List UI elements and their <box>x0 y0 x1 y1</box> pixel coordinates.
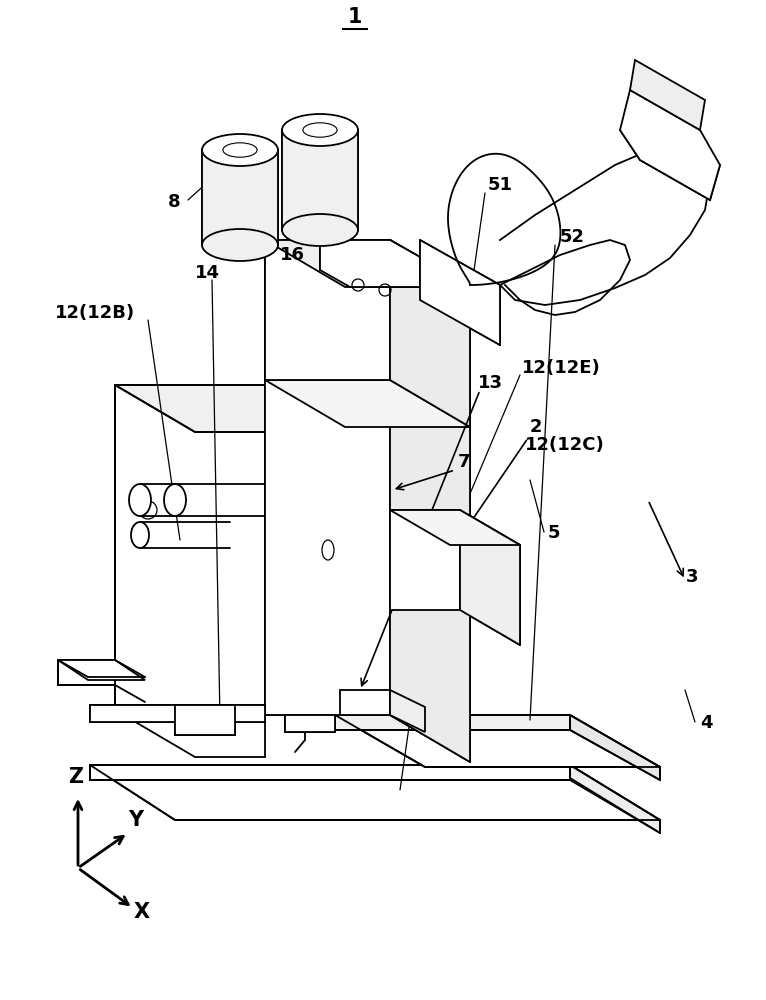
Text: 8: 8 <box>168 193 181 211</box>
Polygon shape <box>630 60 705 130</box>
Polygon shape <box>390 510 520 545</box>
Polygon shape <box>90 765 570 780</box>
Polygon shape <box>175 705 235 735</box>
Text: 12(12B): 12(12B) <box>55 304 135 322</box>
Ellipse shape <box>303 123 337 137</box>
Ellipse shape <box>131 522 149 548</box>
Text: 52: 52 <box>560 228 585 246</box>
Polygon shape <box>320 240 420 287</box>
Polygon shape <box>90 765 660 820</box>
Polygon shape <box>390 240 470 427</box>
Text: 17: 17 <box>256 230 281 248</box>
Ellipse shape <box>322 540 334 560</box>
Ellipse shape <box>202 134 278 166</box>
Text: Y: Y <box>129 810 143 830</box>
Polygon shape <box>115 385 265 710</box>
Polygon shape <box>620 90 720 200</box>
Text: X: X <box>134 902 150 922</box>
Polygon shape <box>390 690 425 732</box>
Text: 3: 3 <box>686 568 699 586</box>
Text: 1: 1 <box>348 7 362 27</box>
Polygon shape <box>340 690 390 715</box>
Text: 16: 16 <box>280 246 305 264</box>
Polygon shape <box>265 240 390 380</box>
Ellipse shape <box>223 143 257 157</box>
Polygon shape <box>265 380 470 427</box>
Ellipse shape <box>282 114 358 146</box>
Polygon shape <box>265 380 390 715</box>
Polygon shape <box>335 715 660 767</box>
Polygon shape <box>390 510 460 610</box>
Text: 51: 51 <box>488 176 513 194</box>
Text: 14: 14 <box>195 264 220 282</box>
Text: 5: 5 <box>548 524 561 542</box>
Ellipse shape <box>282 214 358 246</box>
Ellipse shape <box>164 484 186 516</box>
Polygon shape <box>265 240 470 287</box>
Polygon shape <box>335 715 570 730</box>
Polygon shape <box>285 715 335 732</box>
Polygon shape <box>570 765 660 833</box>
Polygon shape <box>58 660 145 680</box>
Polygon shape <box>570 715 660 780</box>
Polygon shape <box>390 380 470 762</box>
Text: Z: Z <box>68 767 83 787</box>
Text: 2: 2 <box>530 418 542 436</box>
Polygon shape <box>320 240 390 270</box>
Polygon shape <box>115 385 345 432</box>
Polygon shape <box>202 150 278 245</box>
Text: 12(12C): 12(12C) <box>525 436 604 454</box>
Text: 13: 13 <box>478 374 503 392</box>
Polygon shape <box>58 660 115 685</box>
Polygon shape <box>282 130 358 230</box>
Polygon shape <box>460 510 520 645</box>
Text: 4: 4 <box>700 714 712 732</box>
Polygon shape <box>90 705 265 722</box>
Ellipse shape <box>129 484 151 516</box>
Ellipse shape <box>202 229 278 261</box>
Text: 12(12E): 12(12E) <box>522 359 601 377</box>
Text: 7: 7 <box>458 453 470 471</box>
Text: 8: 8 <box>308 123 321 141</box>
Polygon shape <box>420 240 500 345</box>
